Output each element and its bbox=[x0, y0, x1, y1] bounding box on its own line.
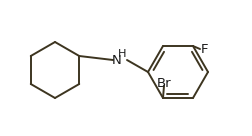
Text: F: F bbox=[200, 43, 208, 55]
Text: H: H bbox=[118, 49, 126, 59]
Text: N: N bbox=[112, 53, 121, 67]
Text: Br: Br bbox=[156, 78, 171, 90]
